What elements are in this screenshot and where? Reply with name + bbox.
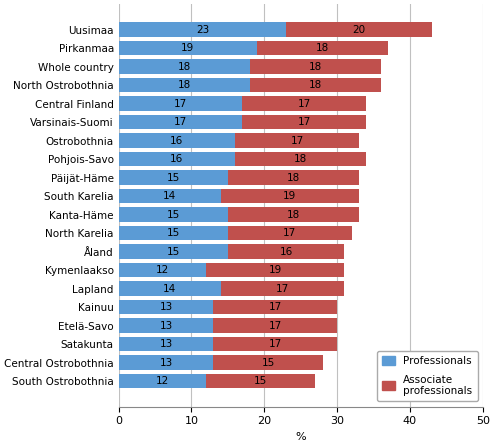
Text: 17: 17 — [276, 284, 289, 293]
Bar — [250, 59, 381, 74]
Bar — [119, 318, 213, 333]
Bar — [119, 78, 250, 92]
Text: 18: 18 — [177, 80, 191, 90]
Text: 13: 13 — [160, 358, 172, 368]
Bar — [119, 355, 213, 370]
Text: 17: 17 — [174, 99, 187, 109]
Bar — [119, 226, 228, 240]
Text: 14: 14 — [163, 191, 176, 201]
Text: 15: 15 — [254, 376, 267, 386]
Text: 17: 17 — [269, 302, 282, 312]
Text: 16: 16 — [170, 154, 184, 164]
Bar — [228, 244, 344, 259]
Text: 15: 15 — [166, 210, 180, 219]
Text: 12: 12 — [156, 265, 169, 275]
Bar — [206, 374, 315, 388]
Bar — [286, 22, 432, 37]
Bar — [213, 300, 337, 314]
Text: 14: 14 — [163, 284, 176, 293]
Bar — [228, 226, 352, 240]
Bar — [119, 207, 228, 222]
Bar — [250, 78, 381, 92]
Bar — [119, 41, 257, 55]
Bar — [119, 59, 250, 74]
Legend: Professionals, Associate
professionals: Professionals, Associate professionals — [377, 351, 478, 401]
Bar — [213, 318, 337, 333]
Text: 18: 18 — [309, 62, 322, 72]
Text: 13: 13 — [160, 321, 172, 330]
Bar — [119, 281, 221, 296]
Text: 15: 15 — [166, 173, 180, 182]
Text: 17: 17 — [290, 136, 304, 146]
Bar — [243, 115, 366, 129]
Bar — [213, 355, 323, 370]
Text: 19: 19 — [269, 265, 282, 275]
Text: 12: 12 — [156, 376, 169, 386]
Text: 15: 15 — [166, 247, 180, 256]
Bar — [221, 189, 359, 203]
Bar — [119, 170, 228, 185]
Text: 17: 17 — [269, 339, 282, 349]
Text: 17: 17 — [283, 228, 296, 238]
Bar — [235, 152, 366, 166]
Text: 23: 23 — [196, 25, 209, 35]
Bar — [119, 96, 243, 111]
Text: 18: 18 — [316, 43, 329, 53]
Bar — [228, 170, 359, 185]
Bar — [119, 374, 206, 388]
Bar — [119, 244, 228, 259]
Text: 18: 18 — [177, 62, 191, 72]
Bar — [119, 189, 221, 203]
Bar — [119, 133, 235, 148]
Bar — [119, 300, 213, 314]
Text: 13: 13 — [160, 302, 172, 312]
Bar — [243, 96, 366, 111]
Text: 15: 15 — [261, 358, 275, 368]
Bar — [119, 115, 243, 129]
Bar — [206, 263, 344, 277]
Text: 18: 18 — [287, 210, 300, 219]
Text: 18: 18 — [287, 173, 300, 182]
X-axis label: %: % — [295, 432, 306, 442]
Bar — [228, 207, 359, 222]
Text: 18: 18 — [309, 80, 322, 90]
Bar — [119, 152, 235, 166]
Text: 16: 16 — [170, 136, 184, 146]
Bar — [119, 263, 206, 277]
Bar — [235, 133, 359, 148]
Text: 17: 17 — [298, 117, 311, 127]
Bar — [257, 41, 388, 55]
Text: 16: 16 — [280, 247, 293, 256]
Text: 17: 17 — [269, 321, 282, 330]
Text: 17: 17 — [298, 99, 311, 109]
Bar — [119, 337, 213, 351]
Text: 19: 19 — [283, 191, 296, 201]
Bar — [119, 22, 286, 37]
Text: 15: 15 — [166, 228, 180, 238]
Text: 17: 17 — [174, 117, 187, 127]
Text: 18: 18 — [294, 154, 307, 164]
Bar — [213, 337, 337, 351]
Text: 19: 19 — [181, 43, 195, 53]
Text: 20: 20 — [352, 25, 366, 35]
Bar — [221, 281, 344, 296]
Text: 13: 13 — [160, 339, 172, 349]
